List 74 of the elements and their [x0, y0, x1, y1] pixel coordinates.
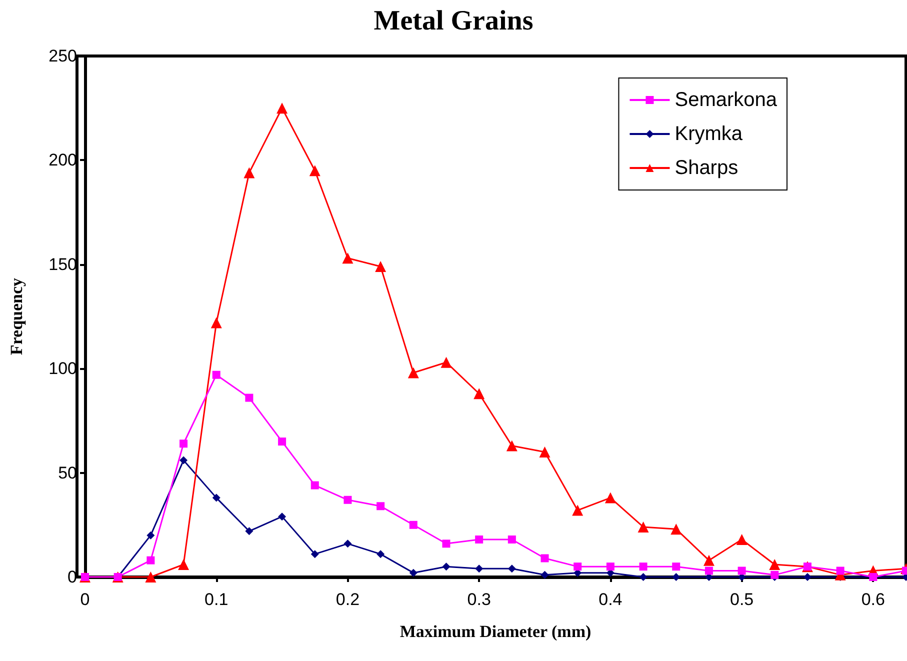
x-tick-label: 0.2: [336, 590, 360, 609]
point: [409, 520, 418, 529]
y-tick-label: 250: [48, 46, 77, 66]
legend-label: Sharps: [674, 157, 738, 179]
point: [344, 496, 352, 504]
point: [540, 570, 549, 579]
point: [310, 481, 319, 490]
point: [342, 252, 354, 264]
point: [574, 562, 582, 571]
legend-label: Krymka: [674, 123, 744, 145]
point: [376, 502, 385, 510]
point: [178, 558, 190, 570]
point: [670, 524, 682, 535]
point: [344, 540, 352, 548]
y-tick-label: 200: [48, 150, 77, 170]
point: [704, 566, 713, 575]
point: [474, 388, 485, 400]
point: [539, 446, 550, 458]
point: [738, 566, 746, 575]
point: [769, 558, 780, 570]
point: [672, 562, 680, 571]
point: [506, 440, 518, 452]
x-tick-label: 0.3: [467, 590, 491, 609]
y-axis-title: Frequency: [7, 277, 26, 356]
point: [146, 531, 155, 540]
x-tick-label: 0.1: [204, 590, 228, 609]
point: [672, 573, 680, 581]
point: [212, 370, 220, 379]
point: [244, 167, 255, 178]
point: [276, 102, 288, 114]
point: [310, 550, 319, 558]
point: [376, 550, 385, 558]
point: [146, 556, 155, 564]
point: [278, 512, 286, 521]
point: [309, 165, 320, 176]
point: [408, 367, 419, 378]
point: [475, 564, 484, 573]
point: [836, 566, 844, 575]
point: [639, 573, 648, 581]
x-axis-title: Maximum Diameter (mm): [400, 622, 592, 641]
point: [440, 356, 452, 368]
point: [572, 504, 584, 516]
point: [736, 534, 748, 545]
point: [409, 568, 418, 577]
point: [604, 492, 616, 504]
point: [770, 570, 779, 579]
x-tick-label: 0.6: [861, 590, 885, 609]
chart-title: Metal Grains: [374, 6, 534, 36]
point: [145, 572, 156, 582]
point: [803, 573, 812, 581]
point: [375, 260, 386, 272]
y-tick-label: 100: [48, 359, 77, 378]
point: [180, 456, 188, 464]
point: [475, 535, 484, 544]
point: [210, 317, 222, 328]
x-tick-label: 0: [80, 590, 90, 609]
x-tick-label: 0.5: [730, 590, 754, 609]
point: [212, 494, 220, 502]
point: [180, 440, 188, 448]
legend-label: Semarkona: [674, 89, 778, 111]
point: [245, 394, 254, 402]
point: [442, 562, 450, 571]
point: [638, 521, 649, 532]
point: [508, 564, 516, 573]
point: [540, 554, 549, 562]
point: [639, 562, 648, 571]
x-tick-label: 0.4: [598, 590, 622, 609]
point: [245, 527, 254, 536]
point: [442, 540, 450, 548]
y-tick-label: 150: [48, 254, 77, 274]
point: [508, 535, 516, 544]
point: [278, 438, 286, 446]
point: [703, 554, 714, 566]
point: [606, 562, 614, 571]
